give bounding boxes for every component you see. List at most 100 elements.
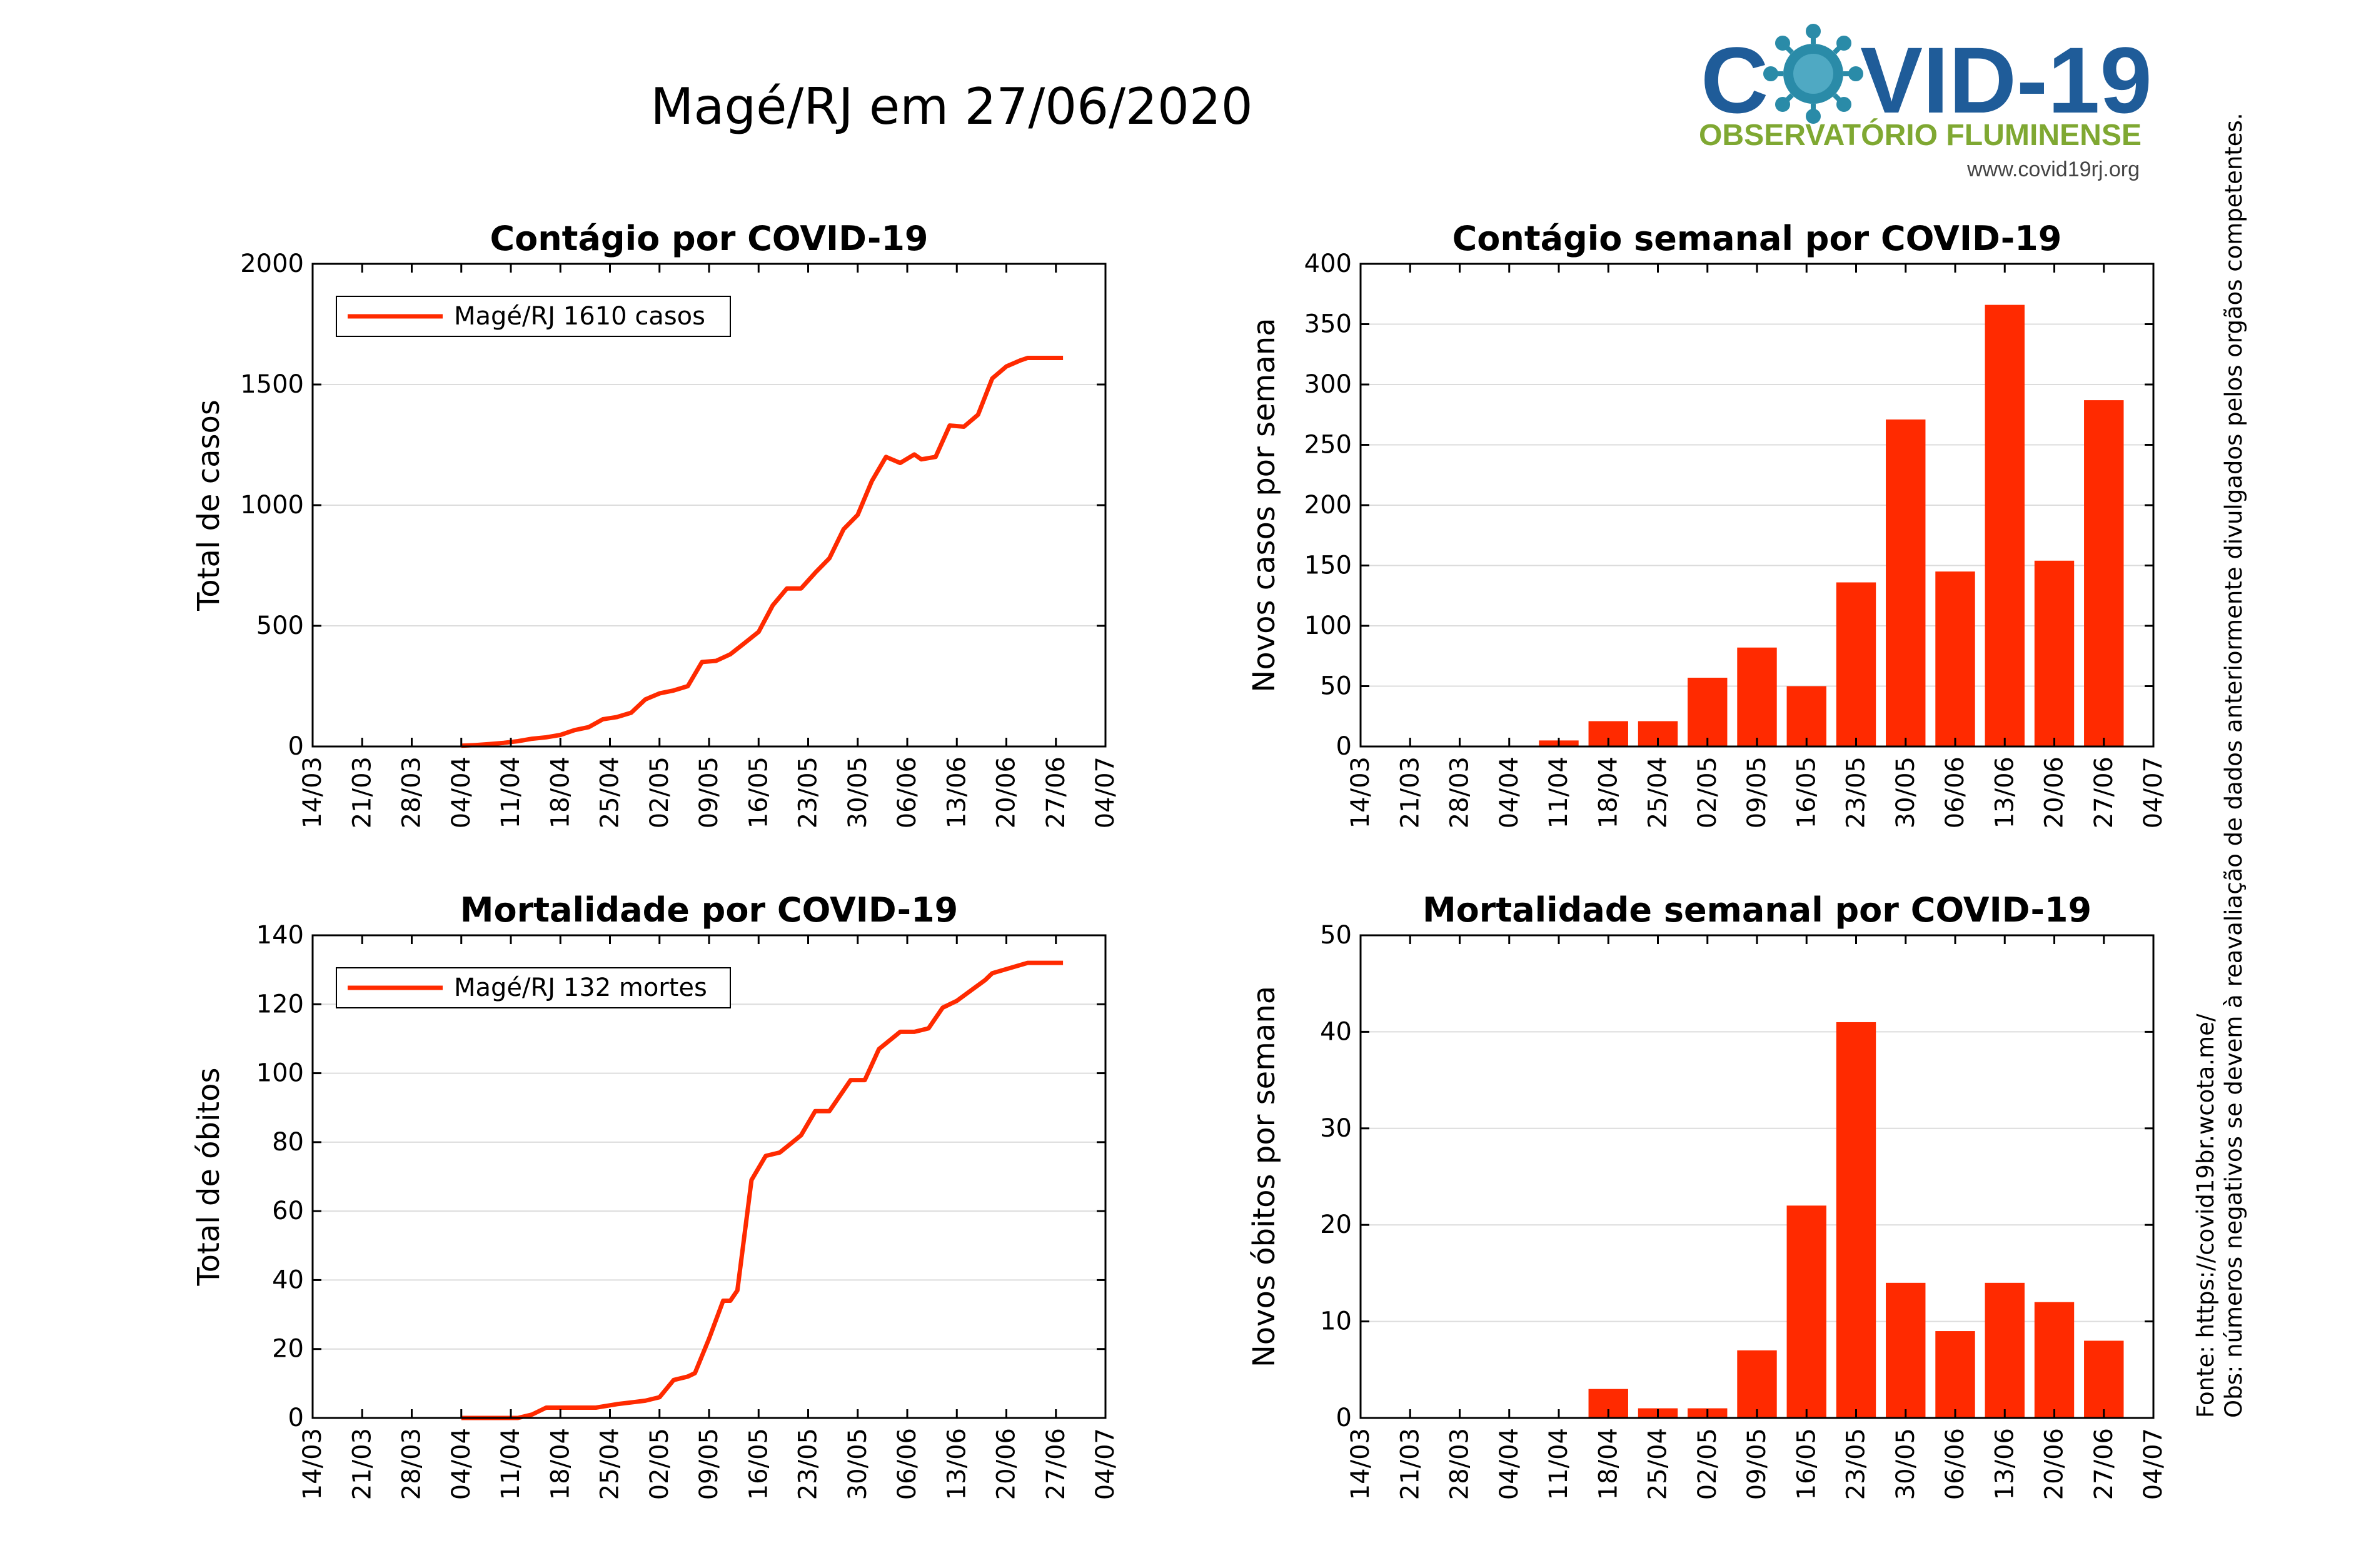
bar <box>1688 677 1728 746</box>
x-tick-label: 23/05 <box>1842 756 1871 828</box>
bar <box>1737 1350 1777 1418</box>
logo-subtitle: OBSERVATÓRIO FLUMINENSE <box>1699 118 2142 152</box>
x-tick-label: 04/07 <box>1091 756 1120 828</box>
bar <box>1786 1205 1826 1418</box>
x-tick-label: 23/05 <box>794 756 823 828</box>
x-tick-label: 04/04 <box>1495 756 1524 828</box>
x-tick-label: 02/05 <box>645 756 674 828</box>
x-tick-label: 16/05 <box>744 756 773 828</box>
bar <box>1935 1331 1975 1418</box>
x-tick-label: 23/05 <box>794 1428 823 1500</box>
x-tick-label: 06/06 <box>1941 756 1970 828</box>
x-tick-label: 25/04 <box>596 756 625 828</box>
x-tick-label: 14/03 <box>298 756 327 828</box>
chart-title: Mortalidade semanal por COVID-19 <box>1422 890 2092 930</box>
bar <box>1836 1022 1876 1418</box>
x-axis: 14/03 21/03 28/03 04/04 11/04 18/04 25/04 02/05… <box>1346 264 2168 828</box>
covid19-logo: C VID-19 OBSERVATÓRIO FLUMINENSE www.cov… <box>1699 24 2152 181</box>
x-tick-label: 18/04 <box>1594 756 1623 828</box>
x-tick-label: 18/04 <box>1594 1428 1623 1500</box>
x-tick-label: 28/03 <box>398 756 426 828</box>
bar <box>2034 560 2075 746</box>
bar <box>1886 1282 1926 1418</box>
y-tick-label: 300 <box>1304 370 1352 399</box>
y-tick-label: 140 <box>256 921 304 950</box>
x-tick-label: 16/05 <box>1792 756 1821 828</box>
y-axis: 0 20 40 60 80 100 120 140 <box>256 921 1105 1432</box>
x-tick-label: 21/03 <box>348 1428 376 1500</box>
x-axis: 14/03 21/03 28/03 04/04 11/04 18/04 25/04 02/05… <box>298 264 1120 828</box>
x-axis: 14/03 21/03 28/03 04/04 11/04 18/04 25/04 02/05… <box>298 935 1120 1500</box>
y-tick-label: 200 <box>1304 491 1352 520</box>
chart-weekly-cases: 14/03 21/03 28/03 04/04 11/04 18/04 25/04 02/05… <box>1247 219 2168 828</box>
grid-lines <box>313 1003 1105 1350</box>
bar <box>1985 304 2025 746</box>
virus-icon <box>1763 24 1863 124</box>
x-tick-label: 27/06 <box>1042 1428 1070 1500</box>
y-tick-label: 80 <box>272 1128 304 1157</box>
x-tick-label: 30/05 <box>1891 1428 1920 1500</box>
bar <box>1786 686 1826 746</box>
y-tick-label: 400 <box>1304 249 1352 278</box>
x-tick-label: 04/07 <box>1091 1428 1120 1500</box>
y-tick-label: 20 <box>1320 1210 1352 1239</box>
logo-url: www.covid19rj.org <box>1966 158 2140 181</box>
bar <box>2084 400 2124 746</box>
x-tick-label: 14/03 <box>1346 756 1375 828</box>
side-note-obs: Obs: números negativos se devem à reaval… <box>2220 113 2247 1418</box>
x-tick-label: 18/04 <box>546 756 575 828</box>
y-axis: 0 50 100 150 200 250 300 350 400 <box>1304 249 2153 761</box>
legend-label: Magé/RJ 132 mortes <box>454 973 707 1002</box>
grid-lines <box>1361 1031 2153 1322</box>
x-tick-label: 04/04 <box>447 756 476 828</box>
x-tick-label: 11/04 <box>496 1428 525 1500</box>
bar-series <box>1588 1022 2124 1418</box>
x-tick-label: 21/03 <box>1396 1428 1424 1500</box>
x-tick-label: 02/05 <box>1693 756 1722 828</box>
chart-cumulative-deaths: 14/03 21/03 28/03 04/04 11/04 18/04 25/04 02/05… <box>191 890 1120 1500</box>
x-tick-label: 06/06 <box>1941 1428 1970 1500</box>
x-tick-label: 11/04 <box>1544 1428 1573 1500</box>
x-tick-label: 16/05 <box>744 1428 773 1500</box>
x-tick-label: 23/05 <box>1842 1428 1871 1500</box>
y-tick-label: 2000 <box>240 249 304 278</box>
x-tick-label: 09/05 <box>1743 756 1771 828</box>
chart-title: Contágio semanal por COVID-19 <box>1452 219 2062 258</box>
x-tick-label: 27/06 <box>2090 756 2118 828</box>
x-tick-label: 30/05 <box>843 1428 872 1500</box>
legend: Magé/RJ 132 mortes <box>336 967 731 1008</box>
series-line <box>461 356 1064 748</box>
x-tick-label: 20/06 <box>2040 756 2069 828</box>
x-tick-label: 27/06 <box>1042 756 1070 828</box>
y-axis-label: Total de casos <box>191 400 226 611</box>
y-tick-label: 10 <box>1320 1307 1352 1336</box>
y-tick-label: 50 <box>1320 672 1352 701</box>
x-tick-label: 06/06 <box>893 1428 922 1500</box>
bar <box>2084 1340 2124 1418</box>
x-tick-label: 09/05 <box>1743 1428 1771 1500</box>
logo-text-left: C <box>1701 28 1768 133</box>
logo-text-right: VID-19 <box>1860 28 2152 133</box>
x-axis: 14/03 21/03 28/03 04/04 11/04 18/04 25/04 02/05… <box>1346 935 2168 1500</box>
y-tick-label: 500 <box>256 611 304 640</box>
y-tick-label: 120 <box>256 990 304 1018</box>
y-tick-label: 50 <box>1320 921 1352 950</box>
y-tick-label: 250 <box>1304 431 1352 460</box>
x-tick-label: 27/06 <box>2090 1428 2118 1500</box>
x-tick-label: 28/03 <box>1446 756 1474 828</box>
y-tick-label: 350 <box>1304 310 1352 339</box>
x-tick-label: 13/06 <box>1990 756 2019 828</box>
x-tick-label: 30/05 <box>843 756 872 828</box>
x-tick-label: 09/05 <box>695 756 723 828</box>
x-tick-label: 02/05 <box>1693 1428 1722 1500</box>
bar-series <box>1539 304 2124 746</box>
y-tick-label: 40 <box>272 1265 304 1294</box>
x-tick-label: 14/03 <box>1346 1428 1375 1500</box>
y-tick-label: 1500 <box>240 370 304 399</box>
x-tick-label: 20/06 <box>2040 1428 2069 1500</box>
y-tick-label: 0 <box>288 732 304 761</box>
grid-lines <box>313 384 1105 626</box>
page-title: Magé/RJ em 27/06/2020 <box>650 78 1252 136</box>
x-tick-label: 13/06 <box>1990 1428 2019 1500</box>
x-tick-label: 02/05 <box>645 1428 674 1500</box>
